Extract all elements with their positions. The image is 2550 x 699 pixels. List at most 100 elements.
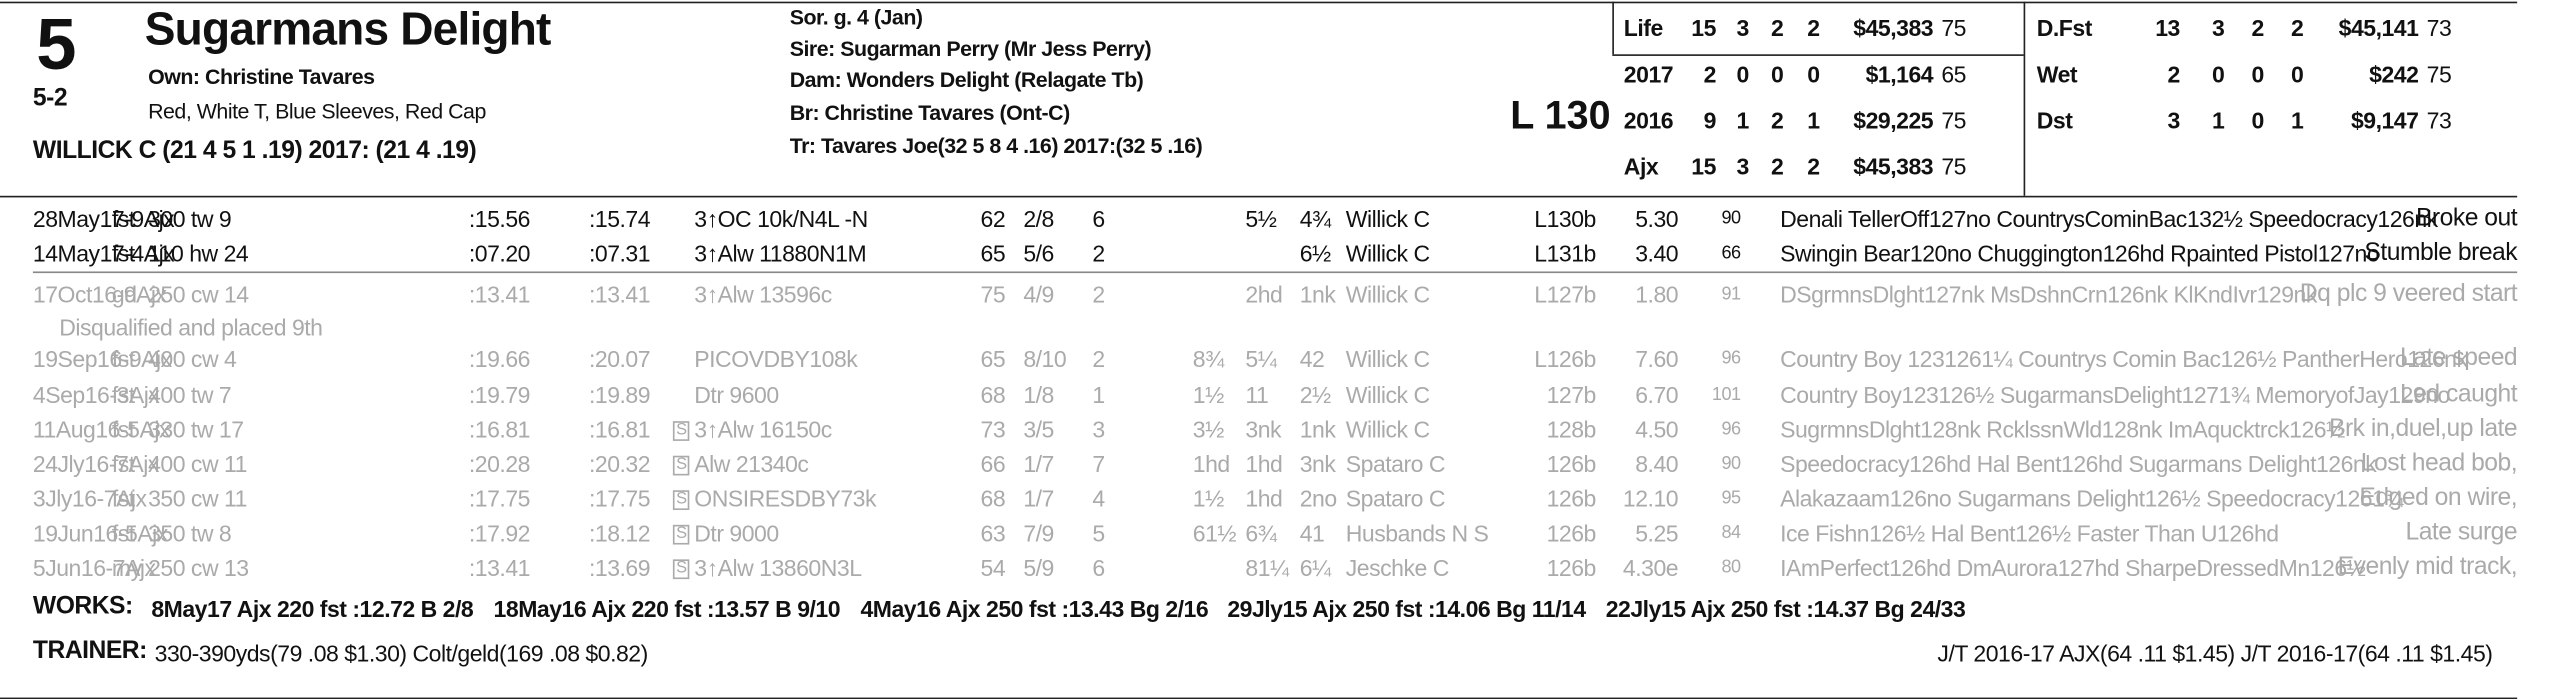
speed: 90 — [1721, 208, 1741, 229]
call-2: 6¾ — [1245, 519, 1277, 547]
post: 7/9 — [1023, 519, 1054, 547]
weight-med: L126b — [1534, 345, 1596, 372]
speed: 95 — [1721, 488, 1741, 509]
stat-label: Ajx — [1623, 153, 1659, 180]
weight: L 130 — [1510, 93, 1611, 139]
finish: 2no — [1299, 485, 1337, 512]
track-cond: fst — [111, 205, 135, 232]
distance: 400 cw 4 — [148, 345, 237, 372]
earnings: $45,141 — [2338, 14, 2419, 42]
state-bred-box: S — [672, 421, 690, 441]
earnings: $29,225 — [1853, 106, 1934, 134]
call-2: 5½ — [1245, 205, 1277, 232]
distance: 400 cw 11 — [148, 450, 247, 478]
jt-stats: J/T 2016-17 AJX(64 .11 $1.45) J/T 2016-1… — [1937, 639, 2493, 667]
wins: 3 — [2211, 14, 2225, 42]
final-time: :13.41 — [588, 281, 651, 308]
speed-fig: 65 — [980, 240, 1006, 267]
jockey: Jeschke C — [1345, 554, 1450, 581]
frac-1: :17.92 — [468, 519, 531, 547]
final-time: :20.32 — [588, 450, 651, 478]
comment: Ice Fishn126½ Hal Bent126½ Faster Than U… — [1780, 519, 2279, 547]
wins: 3 — [1736, 14, 1750, 42]
frac-1: :13.41 — [468, 281, 531, 308]
rule — [0, 1, 2518, 4]
final-time: :15.74 — [588, 205, 651, 232]
owner: Own: Christine Tavares — [148, 64, 375, 89]
finish: 42 — [1299, 345, 1325, 372]
call-1: 1hd — [1192, 450, 1230, 478]
race-class: 3↑Alw 13860N3L — [694, 554, 862, 581]
call-1: 1½ — [1192, 381, 1225, 409]
shows: 0 — [2290, 60, 2304, 88]
comment: SugrmnsDlght128nk RcklssnWld128nk ImAquc… — [1780, 416, 2345, 443]
speed: 65 — [1941, 60, 1966, 88]
work: 29Jly15 Ajx 250 fst :14.06 Bg 11/14 — [1227, 595, 1586, 622]
speed-fig: 54 — [980, 554, 1006, 581]
call-2: 3nk — [1245, 416, 1282, 443]
stat-label: 2016 — [1623, 106, 1674, 134]
odds: 4.50 — [1635, 416, 1679, 443]
date: 3Jly16-7Ajx — [32, 485, 147, 512]
distance: 350 tw 8 — [148, 519, 232, 547]
wins: 3 — [1736, 153, 1750, 180]
track-cond: fst — [111, 450, 135, 478]
post: 5/9 — [1023, 554, 1054, 581]
distance: 300 tw 9 — [148, 205, 232, 232]
trip-note: Broke out — [2415, 204, 2518, 232]
frac-1: :15.56 — [468, 205, 531, 232]
stat-label: Life — [1623, 14, 1663, 42]
date: 28May17-9Ajx — [32, 205, 175, 232]
state-bred-box: S — [672, 559, 690, 580]
speed: 75 — [2426, 60, 2452, 88]
call-1: 3½ — [1192, 416, 1225, 443]
final-time: :16.81 — [588, 416, 651, 443]
track-cond: fst — [111, 485, 135, 512]
starts: 2 — [1703, 60, 1717, 88]
track-cond: fst — [111, 381, 135, 409]
call-2: 2hd — [1245, 281, 1283, 308]
stat-label: Wet — [2036, 60, 2078, 88]
race-class: 3↑Alw 13596c — [694, 281, 832, 308]
race-class: Dtr 9000 — [694, 519, 779, 547]
speed-fig: 62 — [980, 205, 1006, 232]
starts: 13 — [2155, 14, 2180, 42]
sire: Sire: Sugarman Perry (Mr Jess Perry) — [789, 36, 1152, 61]
start: 2 — [1092, 240, 1105, 267]
race-class: Alw 21340c — [694, 450, 809, 478]
speed: 75 — [1941, 106, 1966, 134]
comment: IAmPerfect126hd DmAurora127hd SharpeDres… — [1780, 554, 2366, 581]
call-1: 61½ — [1192, 519, 1237, 547]
distance: 250 cw 13 — [148, 554, 249, 581]
call-1: 8¾ — [1192, 345, 1225, 372]
stat-label: D.Fst — [2036, 14, 2093, 42]
start: 3 — [1092, 416, 1105, 443]
comment: DSgrmnsDlght127nk MsDshnCrn126nk KlKndIv… — [1780, 281, 2317, 308]
date: 19Jun16-5Ajx — [32, 519, 168, 547]
state-bred-box: S — [672, 524, 690, 545]
shows: 1 — [1807, 106, 1820, 134]
speed: 80 — [1721, 557, 1741, 578]
places: 0 — [2251, 106, 2264, 134]
track-cond: gd — [111, 281, 137, 308]
jockey: Willick C — [1345, 205, 1430, 232]
earnings: $45,383 — [1853, 14, 1934, 42]
date: 14May17-4Ajx — [32, 240, 175, 267]
weight-med: 127b — [1546, 381, 1597, 409]
rule — [0, 195, 2518, 198]
trainer-label: TRAINER: — [32, 636, 147, 665]
places: 2 — [1771, 106, 1784, 134]
call-2: 81¼ — [1245, 554, 1289, 581]
speed: 84 — [1721, 523, 1741, 543]
call-2: 5¼ — [1245, 345, 1277, 372]
date: 24Jly16-7Ajx — [32, 450, 159, 478]
race-class: ONSIRESDBY73k — [694, 485, 877, 512]
call-2: 11 — [1245, 381, 1269, 409]
weight-med: 126b — [1546, 554, 1597, 581]
places: 2 — [1771, 14, 1784, 42]
frac-1: :16.81 — [468, 416, 531, 443]
silks: Red, White T, Blue Sleeves, Red Cap — [148, 98, 486, 124]
odds: 3.40 — [1635, 240, 1679, 267]
shows: 2 — [1807, 14, 1820, 42]
speed-fig: 73 — [980, 416, 1006, 443]
